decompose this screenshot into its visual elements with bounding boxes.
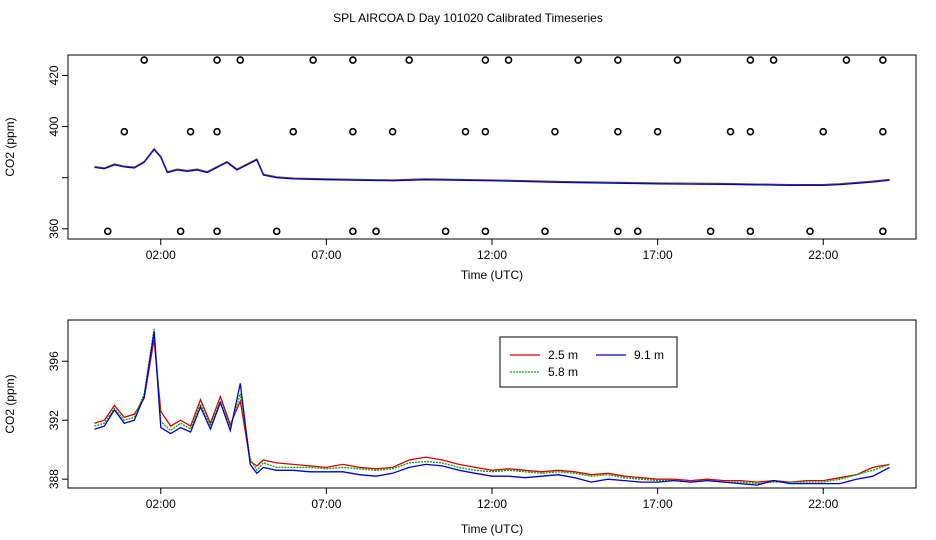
calibration-point bbox=[879, 227, 887, 236]
bottom-x-tick-label: 02:00 bbox=[146, 497, 176, 511]
calibration-point bbox=[504, 56, 513, 64]
calibration-point bbox=[726, 127, 735, 136]
calibration-point bbox=[120, 127, 129, 136]
calibration-point bbox=[103, 227, 112, 236]
top-x-axis-label: Time (UTC) bbox=[461, 268, 523, 282]
calibration-point bbox=[481, 56, 490, 64]
calibration-point bbox=[481, 227, 490, 236]
legend: 2.5 m 9.1 m 5.8 m bbox=[499, 336, 678, 388]
legend-box bbox=[499, 336, 678, 388]
legend-label-2-5m: 2.5 m bbox=[548, 348, 578, 362]
calibration-point bbox=[769, 56, 778, 64]
calibration-point bbox=[349, 227, 357, 236]
calibration-point bbox=[653, 127, 662, 136]
calibration-point bbox=[372, 227, 380, 236]
calibration-point bbox=[349, 127, 357, 136]
calibration-point bbox=[819, 127, 828, 136]
calibration-point bbox=[441, 227, 450, 236]
bottom-panel: Time (UTC) CO2 (ppm) 02:00 07:00 12:00 17:0… bbox=[3, 319, 917, 536]
calibration-point bbox=[461, 127, 470, 136]
calibration-point bbox=[746, 227, 755, 236]
calibration-point bbox=[388, 127, 397, 136]
calibration-point bbox=[673, 56, 682, 64]
calibration-point bbox=[614, 227, 622, 236]
chart-title: SPL AIRCOA D Day 101020 Calibrated Times… bbox=[333, 11, 603, 25]
bottom-plot-frame bbox=[67, 319, 917, 489]
top-x-tick-label: 22:00 bbox=[808, 248, 838, 262]
top-y-axis-label: CO2 (ppm) bbox=[3, 117, 17, 176]
calibration-point bbox=[481, 127, 490, 136]
calibration-point bbox=[140, 56, 148, 64]
top-x-tick-label: 17:00 bbox=[643, 248, 673, 262]
bottom-y-tick-label: 388 bbox=[47, 469, 61, 489]
calibration-point bbox=[213, 127, 221, 136]
calibration-point bbox=[213, 227, 221, 236]
top-panel: Time (UTC) CO2 (ppm) 02:00 07:00 12:00 17:0… bbox=[3, 54, 917, 282]
top-x-tick-label: 12:00 bbox=[477, 248, 507, 262]
calibration-point bbox=[614, 127, 622, 136]
calibration-point bbox=[706, 227, 715, 236]
calibration-point bbox=[614, 56, 622, 64]
calibration-point bbox=[879, 56, 887, 64]
calibration-point bbox=[633, 227, 642, 236]
bottom-y-tick-label: 396 bbox=[47, 351, 61, 371]
calibration-point bbox=[186, 127, 195, 136]
bottom-x-axis-label: Time (UTC) bbox=[461, 522, 523, 536]
bottom-y-axis-label: CO2 (ppm) bbox=[3, 374, 17, 433]
top-x-tick-label: 07:00 bbox=[311, 248, 341, 262]
legend-label-9-1m: 9.1 m bbox=[634, 348, 664, 362]
calibration-point bbox=[176, 227, 185, 236]
calibration-point bbox=[842, 56, 851, 64]
top-y-tick-label: 400 bbox=[47, 116, 61, 136]
bottom-series-group bbox=[94, 328, 890, 486]
calibration-point bbox=[541, 227, 549, 236]
calibration-point bbox=[236, 56, 245, 64]
top-y-tick-label: 420 bbox=[47, 65, 61, 85]
bottom-series-2-5-mline bbox=[94, 339, 890, 483]
calibration-point bbox=[289, 127, 298, 136]
bottom-y-tick-label: 392 bbox=[47, 410, 61, 430]
calibration-point bbox=[213, 56, 221, 64]
top-marker-group bbox=[103, 56, 887, 236]
bottom-series-5-8-mline bbox=[94, 328, 890, 485]
calibration-point bbox=[746, 56, 755, 64]
bottom-x-tick-label: 07:00 bbox=[311, 497, 341, 511]
calibration-point bbox=[806, 227, 814, 236]
calibration-point bbox=[574, 56, 582, 64]
calibration-point bbox=[405, 56, 413, 64]
bottom-x-tick-label: 12:00 bbox=[477, 497, 507, 511]
top-y-tick-label: 360 bbox=[47, 218, 61, 238]
top-series-2-5-mline bbox=[94, 147, 890, 186]
top-x-tick-label: 02:00 bbox=[146, 248, 176, 262]
calibration-point bbox=[879, 127, 887, 136]
calibration-point bbox=[551, 127, 559, 136]
bottom-x-tick-label: 22:00 bbox=[808, 497, 838, 511]
bottom-x-tick-label: 17:00 bbox=[643, 497, 673, 511]
calibration-point bbox=[272, 227, 281, 236]
calibration-point bbox=[746, 127, 755, 136]
calibration-point bbox=[309, 56, 317, 64]
calibration-point bbox=[349, 56, 357, 64]
legend-label-5-8m: 5.8 m bbox=[548, 365, 578, 379]
top-plot-frame bbox=[67, 54, 917, 240]
top-series-9-1-mline bbox=[94, 148, 890, 186]
top-series-group bbox=[94, 147, 890, 186]
bottom-series-9-1-mline bbox=[94, 331, 890, 486]
